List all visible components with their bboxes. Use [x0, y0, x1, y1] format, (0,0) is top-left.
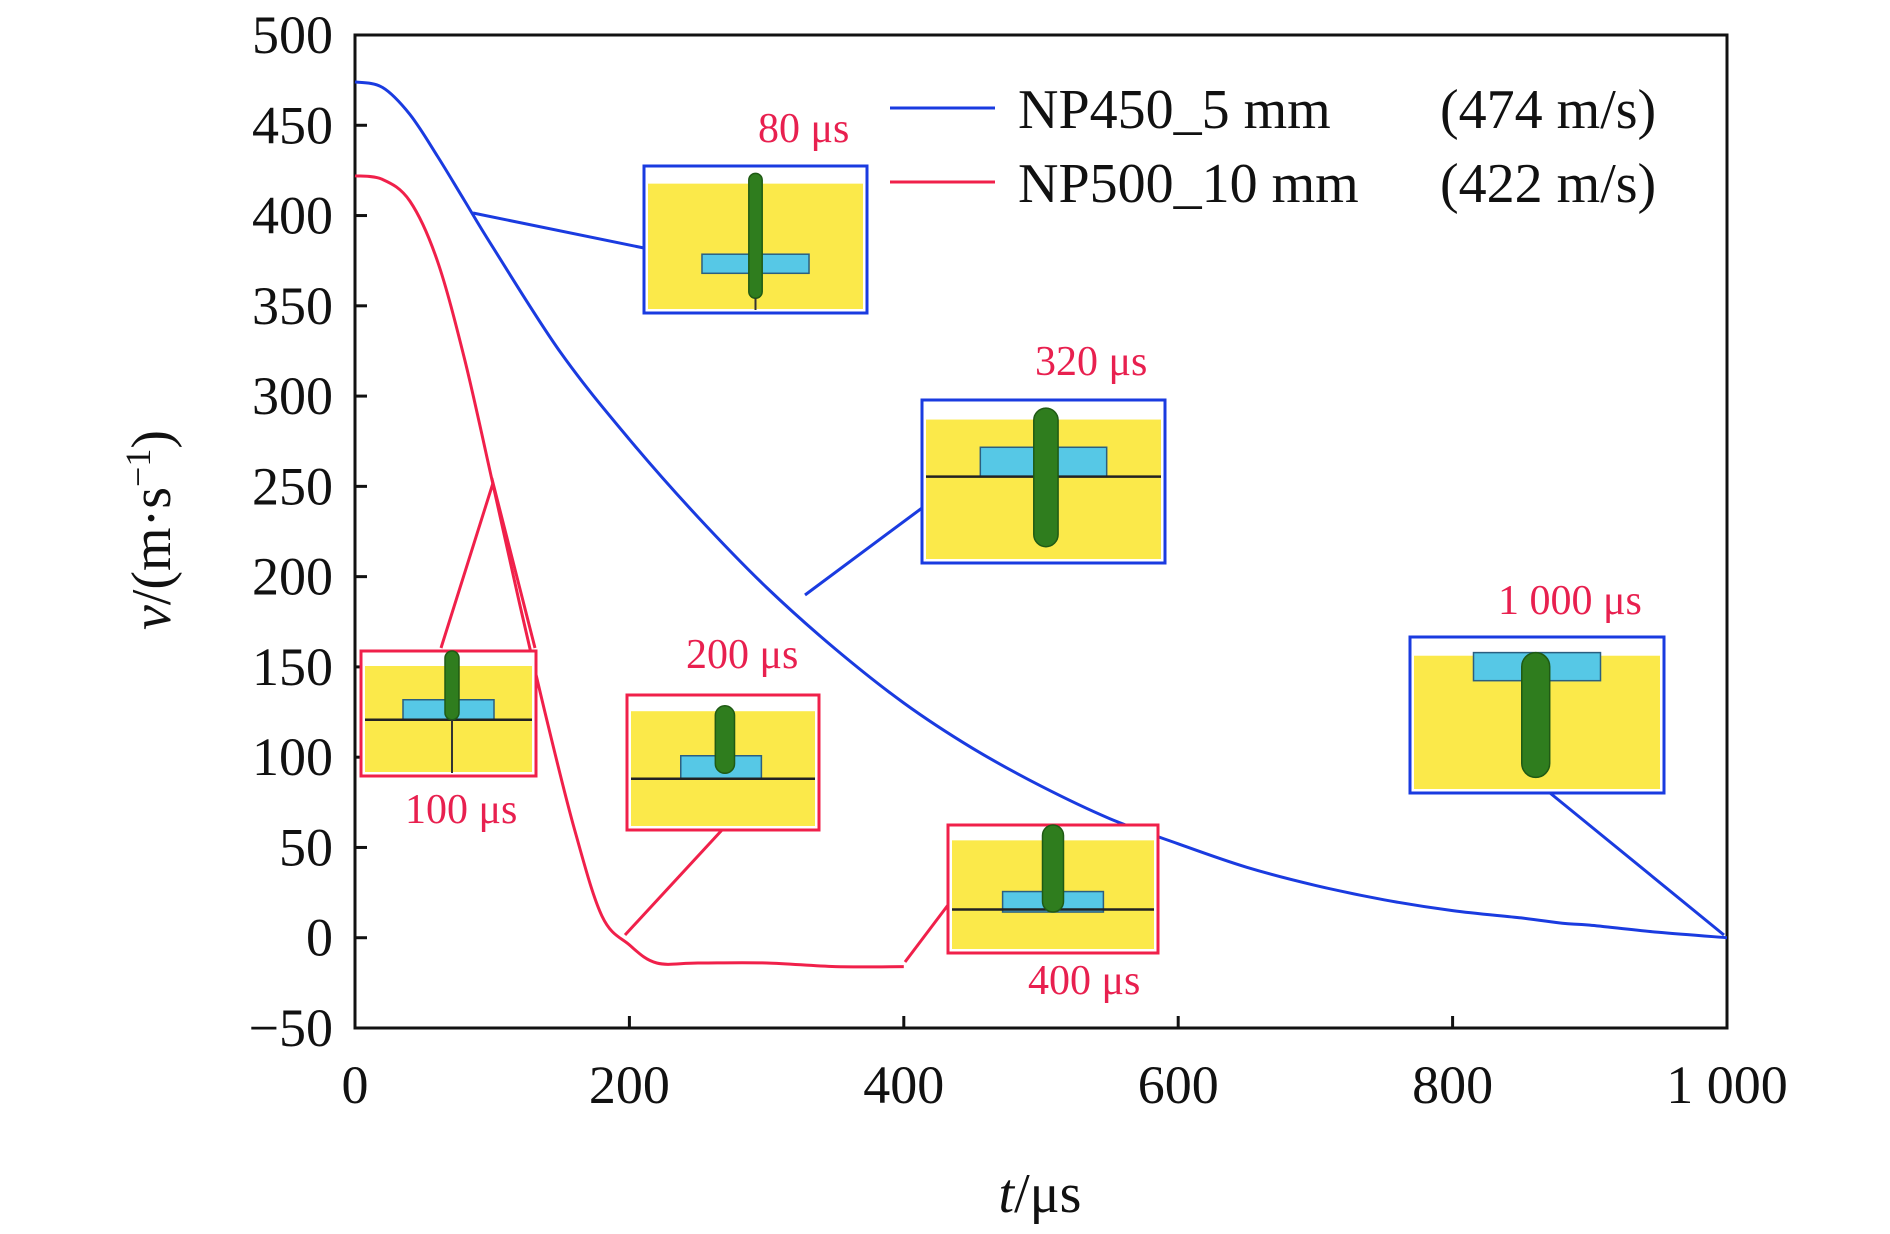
time-label-400: 400 μs: [1028, 958, 1140, 1004]
leader-200: [623, 828, 724, 937]
legend-label-np450: NP450_5 mm: [1018, 79, 1331, 141]
x-tick-label: 200: [589, 1055, 670, 1115]
time-label-100: 100 μs: [405, 787, 517, 833]
y-axis-title-exponent: −1: [118, 449, 158, 487]
time-label-200: 200 μs: [686, 632, 798, 678]
y-tick-label: −50: [249, 998, 333, 1058]
leader-100: [439, 477, 537, 649]
x-tick-label: 0: [342, 1055, 369, 1115]
inset-100: [359, 649, 538, 778]
callout-leaders: [439, 211, 1725, 963]
series-line-np500: [354, 174, 904, 969]
legend-note-np450: (474 m/s): [1440, 79, 1656, 141]
inset-400: [946, 823, 1160, 955]
series-line-np450: [354, 80, 1728, 940]
y-tick-label: 100: [252, 727, 333, 787]
inset-thumbnails: [359, 164, 1666, 955]
time-label-80: 80 μs: [758, 106, 849, 152]
projectile-rod: [714, 705, 736, 775]
inset-200: [625, 693, 821, 832]
leader-80: [472, 211, 645, 250]
time-label-320: 320 μs: [1035, 339, 1147, 385]
projectile-rod: [1033, 407, 1059, 548]
y-axis-ticks: −50 0 50 100 150 200 250 300 350 400 450 500: [249, 5, 367, 1058]
y-tick-label: 250: [252, 456, 333, 516]
legend-label-np500: NP500_10 mm: [1018, 153, 1359, 215]
y-tick-label: 300: [252, 366, 333, 426]
y-tick-label: 500: [252, 5, 333, 65]
inset-320: [920, 398, 1167, 565]
projectile-rod: [748, 172, 763, 300]
legend: NP450_5 mm (474 m/s) NP500_10 mm (422 m/…: [890, 79, 1656, 215]
y-tick-label: 450: [252, 95, 333, 155]
time-label-1000: 1 000 μs: [1498, 578, 1642, 624]
y-axis-title-close: ): [121, 430, 183, 449]
y-tick-label: 400: [252, 186, 333, 246]
y-axis-title-symbol: v: [121, 605, 183, 630]
leader-400: [903, 904, 950, 963]
y-tick-label: 350: [252, 276, 333, 336]
projectile-rod: [1041, 824, 1065, 913]
x-tick-label: 1 000: [1666, 1055, 1788, 1115]
x-axis-ticks: 0 200 400 600 800 1 000: [342, 1016, 1788, 1115]
y-tick-label: 150: [252, 637, 333, 697]
x-tick-label: 600: [1138, 1055, 1219, 1115]
y-axis-title-unit: /(m·s: [121, 487, 183, 605]
inset-80: [642, 164, 869, 315]
leader-1000: [1549, 791, 1725, 937]
leader-320: [804, 506, 923, 597]
projectile-rod: [1521, 651, 1551, 779]
y-tick-label: 200: [252, 547, 333, 607]
y-tick-label: 0: [306, 908, 333, 968]
x-tick-label: 400: [863, 1055, 944, 1115]
y-axis-title: v/(m·s−1): [118, 430, 183, 630]
inset-1000: [1408, 635, 1666, 795]
x-axis-title-symbol: t: [999, 1163, 1016, 1225]
y-tick-label: 50: [279, 817, 333, 877]
x-tick-label: 800: [1412, 1055, 1493, 1115]
x-axis-title: t/μs: [999, 1163, 1082, 1225]
legend-note-np500: (422 m/s): [1440, 153, 1656, 215]
plot-frame: [353, 33, 1729, 1030]
x-axis-title-unit: /μs: [1014, 1163, 1081, 1225]
projectile-rod: [444, 650, 460, 721]
